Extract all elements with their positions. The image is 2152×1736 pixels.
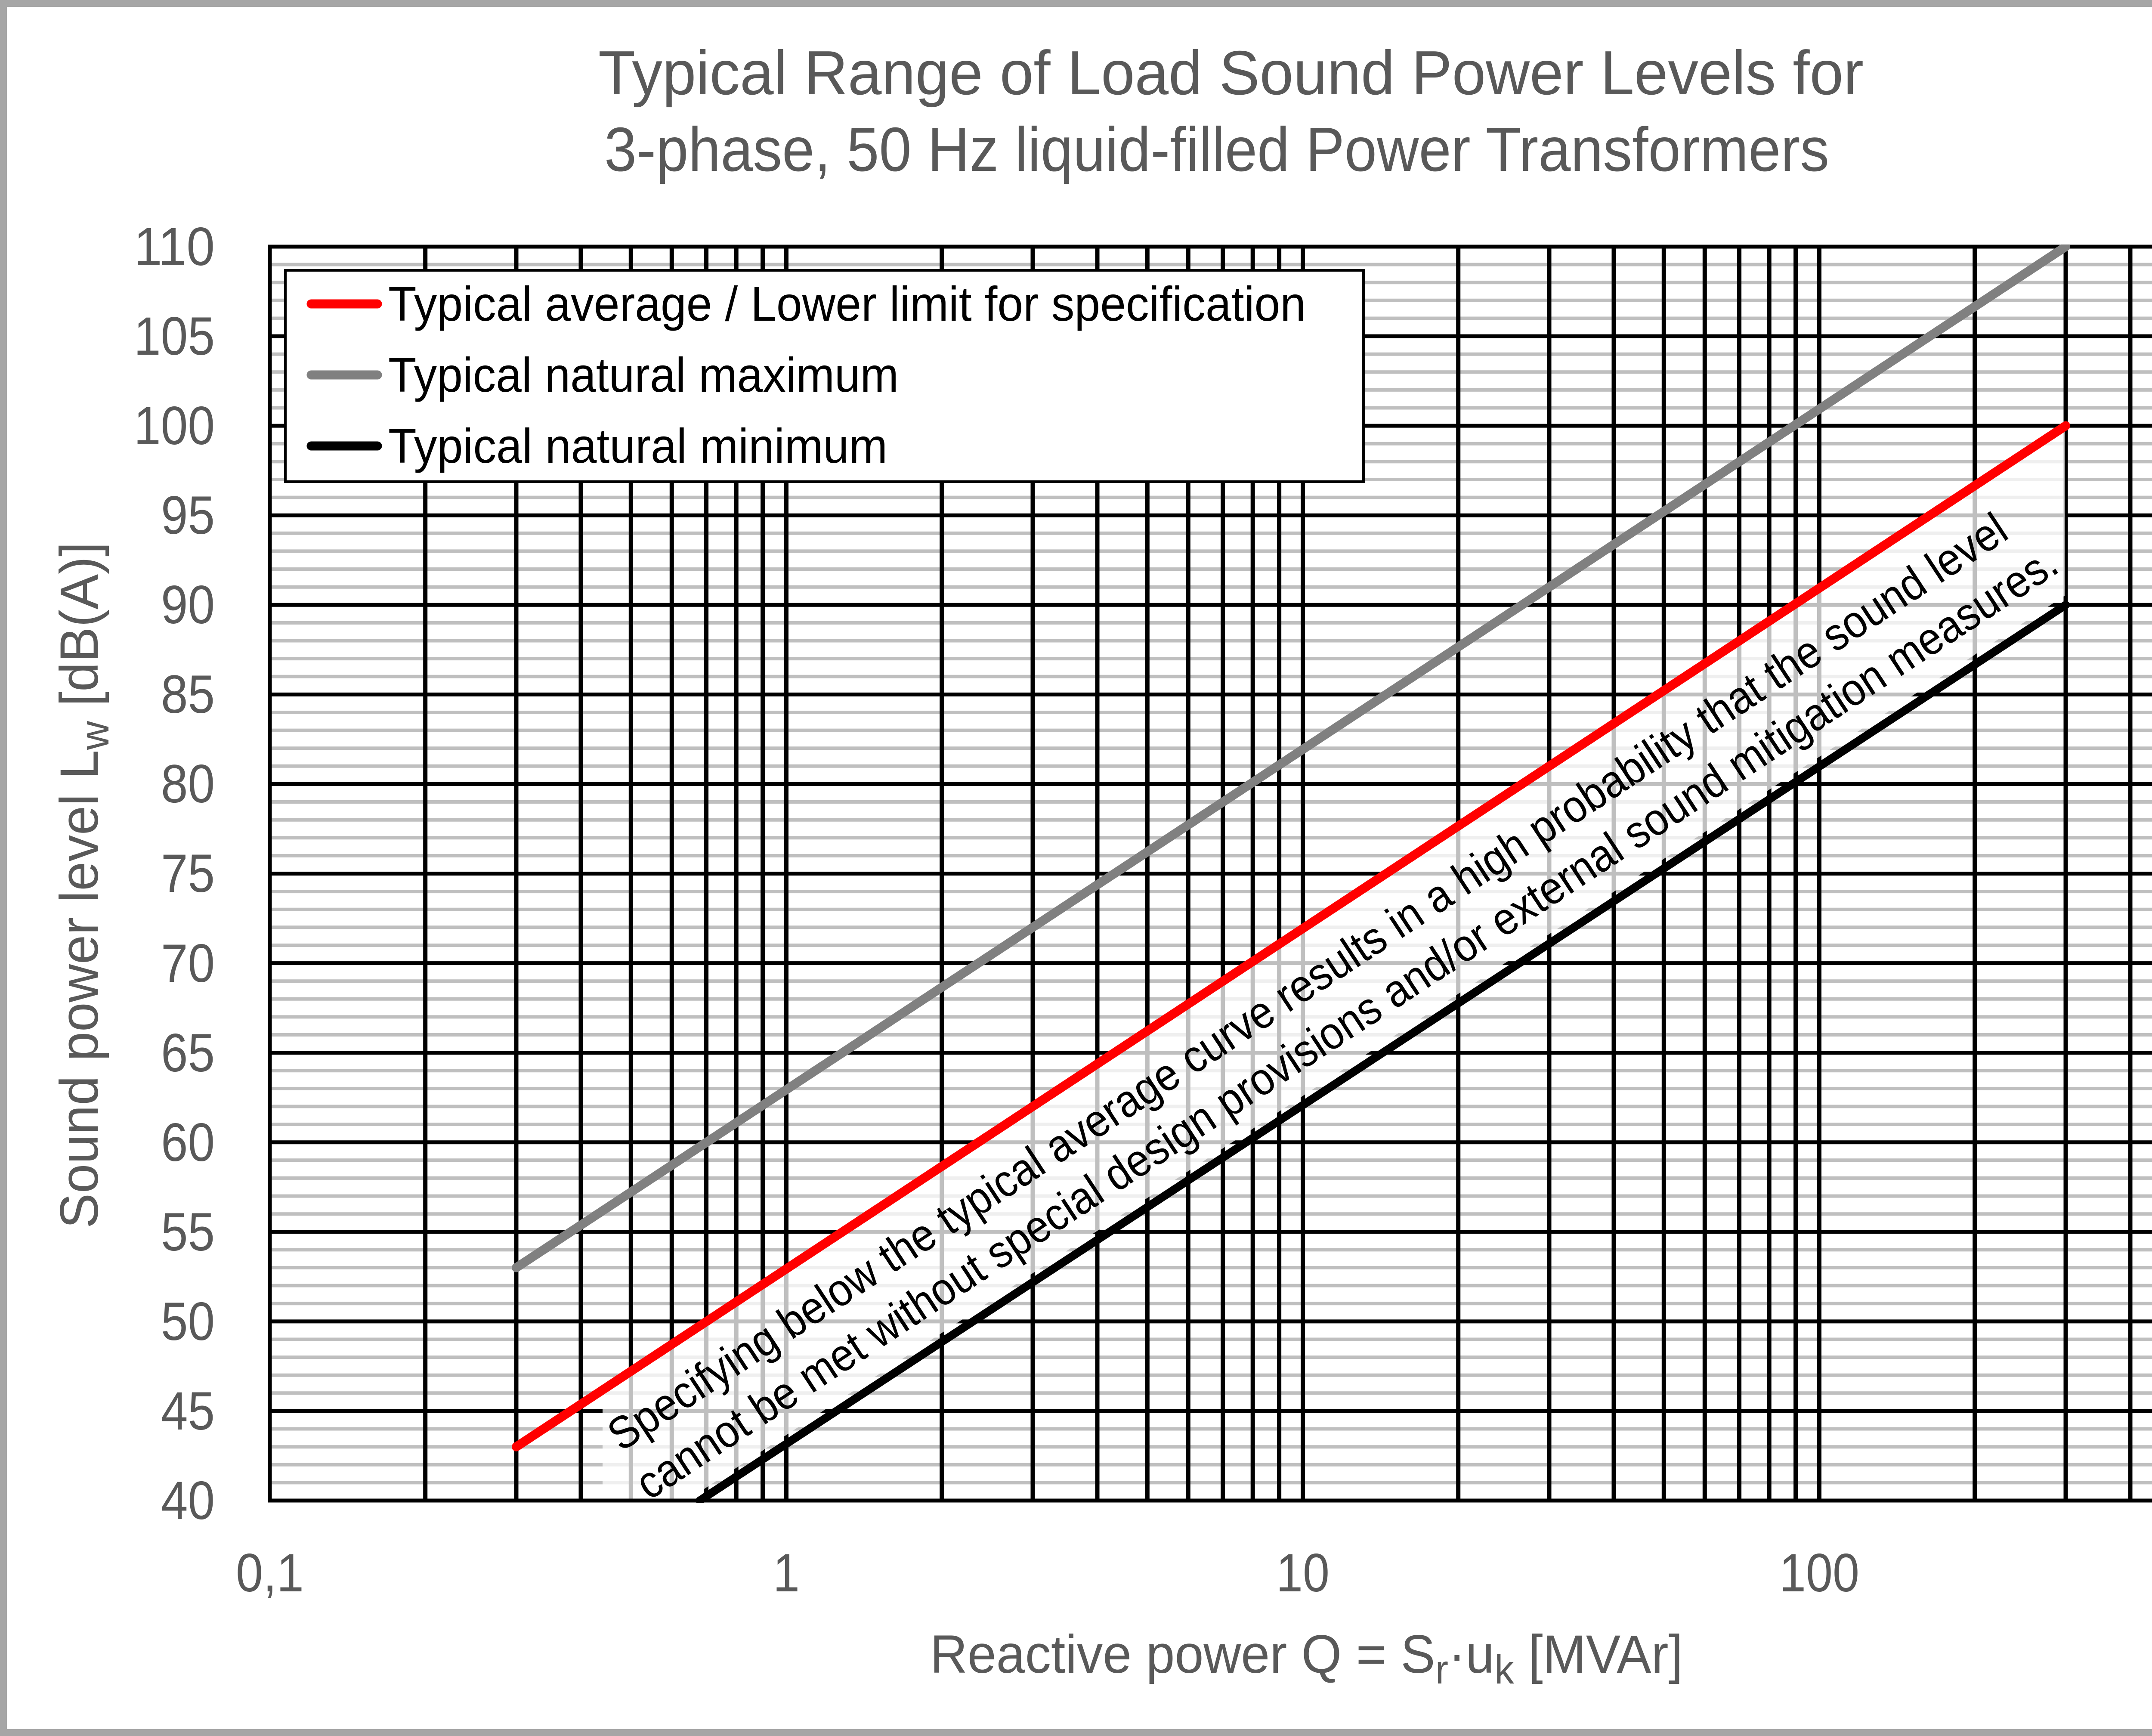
svg-text:Typical Range of Load Sound Po: Typical Range of Load Sound Power Levels… [598, 38, 1864, 108]
svg-text:85: 85 [161, 665, 215, 724]
svg-text:10: 10 [1276, 1543, 1330, 1603]
svg-text:70: 70 [161, 934, 215, 993]
svg-text:Typical natural minimum: Typical natural minimum [388, 419, 887, 473]
svg-text:95: 95 [161, 486, 215, 545]
svg-text:Typical natural maximum: Typical natural maximum [388, 348, 899, 402]
svg-text:100: 100 [134, 396, 215, 456]
svg-text:110: 110 [134, 217, 215, 277]
svg-text:50: 50 [161, 1292, 215, 1352]
svg-text:0,1: 0,1 [236, 1543, 304, 1603]
svg-text:Typical average / Lower limit: Typical average / Lower limit for specif… [388, 277, 1306, 331]
svg-text:55: 55 [161, 1202, 215, 1262]
svg-text:60: 60 [161, 1113, 215, 1173]
svg-text:45: 45 [161, 1381, 215, 1441]
svg-text:105: 105 [134, 306, 215, 366]
svg-text:75: 75 [161, 844, 215, 904]
svg-text:100: 100 [1779, 1543, 1859, 1603]
svg-text:Reactive power Q = Sr·uk [MVAr: Reactive power Q = Sr·uk [MVAr] [930, 1625, 1683, 1693]
svg-text:1: 1 [773, 1543, 800, 1603]
svg-text:40: 40 [161, 1471, 215, 1531]
svg-text:65: 65 [161, 1023, 215, 1083]
svg-text:Sound power level Lw [dB(A)]: Sound power level Lw [dB(A)] [49, 542, 117, 1229]
svg-text:80: 80 [161, 754, 215, 814]
svg-text:90: 90 [161, 575, 215, 635]
svg-text:3-phase, 50 Hz liquid-filled P: 3-phase, 50 Hz liquid-filled Power Trans… [604, 114, 1829, 184]
